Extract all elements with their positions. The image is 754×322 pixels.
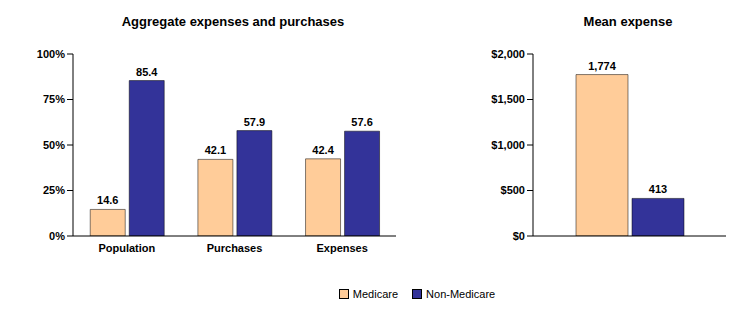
svg-text:Population: Population <box>98 242 155 254</box>
svg-text:Purchases: Purchases <box>207 242 263 254</box>
svg-text:75%: 75% <box>43 93 65 105</box>
html-text:Aggregate expenses and purchas: Aggregate expenses and purchases <box>121 14 345 29</box>
svg-text:Expenses: Expenses <box>316 242 367 254</box>
html-text:Non-Medicare: Non-Medicare <box>426 288 496 300</box>
svg-text:42.4: 42.4 <box>312 144 334 156</box>
svg-text:1,774: 1,774 <box>588 60 616 72</box>
svg-text:57.6: 57.6 <box>351 116 372 128</box>
html-text:Medicare: Medicare <box>352 288 399 300</box>
svg-text:$1,500: $1,500 <box>491 93 525 105</box>
svg-text:$0: $0 <box>513 230 525 242</box>
svg-text:42.1: 42.1 <box>205 144 226 156</box>
svg-text:$500: $500 <box>501 184 525 196</box>
svg-text:57.9: 57.9 <box>244 116 265 128</box>
svg-text:0%: 0% <box>49 230 65 242</box>
svg-text:85.4: 85.4 <box>136 66 158 78</box>
svg-text:$1,000: $1,000 <box>491 139 525 151</box>
html-text:Mean expense: Mean expense <box>583 14 673 29</box>
svg-text:$2,000: $2,000 <box>491 48 525 60</box>
svg-text:100%: 100% <box>37 48 65 60</box>
svg-text:413: 413 <box>649 183 667 195</box>
svg-text:50%: 50% <box>43 139 65 151</box>
svg-text:25%: 25% <box>43 184 65 196</box>
svg-text:14.6: 14.6 <box>97 194 118 206</box>
